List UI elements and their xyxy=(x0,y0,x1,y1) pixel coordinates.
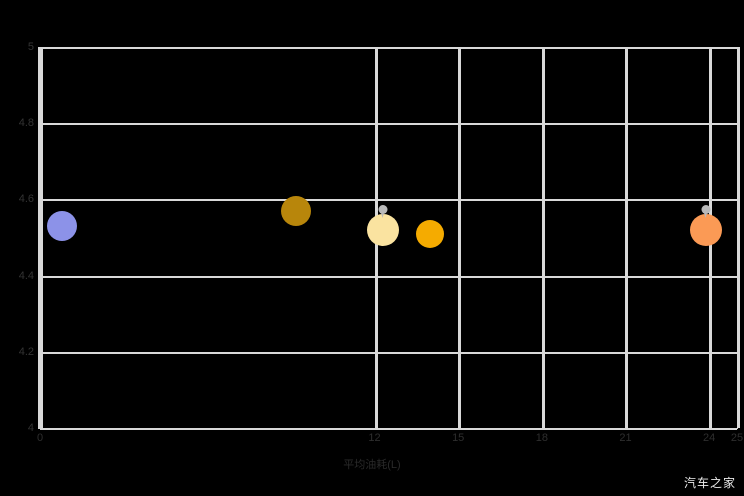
gridline-horizontal xyxy=(40,47,737,49)
x-axis-title: 平均油耗(L) xyxy=(343,459,401,471)
y-axis-line xyxy=(38,47,41,429)
plot-area xyxy=(40,47,740,430)
gridline-vertical xyxy=(40,47,43,428)
data-point-bubble[interactable] xyxy=(366,213,399,246)
x-axis-tick-label: 21 xyxy=(619,432,632,444)
gridline-horizontal xyxy=(40,352,737,354)
x-axis-tick-label: 18 xyxy=(535,432,548,444)
gridline-horizontal xyxy=(40,123,737,125)
gridline-horizontal xyxy=(40,276,737,278)
map-pin-icon xyxy=(378,204,388,218)
y-axis-tick-label: 4.8 xyxy=(18,117,34,130)
data-point-bubble[interactable] xyxy=(690,213,723,246)
x-axis-tick-label: 24 xyxy=(702,432,716,444)
x-axis-tick-label: 15 xyxy=(452,432,465,444)
x-axis-tick-label: 12 xyxy=(368,432,381,444)
x-axis-tick-label: 25 xyxy=(730,432,744,444)
data-point-bubble[interactable] xyxy=(416,219,445,248)
watermark-autohome: 汽车之家 xyxy=(683,476,736,490)
y-axis-tick-label: 4.2 xyxy=(18,345,34,358)
y-axis-tick-label: 5 xyxy=(27,41,34,53)
gridline-horizontal xyxy=(40,199,737,201)
gridline-vertical xyxy=(458,47,461,428)
gridline-vertical xyxy=(625,47,628,428)
y-axis-tick-label: 4 xyxy=(27,422,34,434)
data-point-bubble[interactable] xyxy=(47,211,78,242)
x-axis-tick-label: 0 xyxy=(36,432,44,444)
map-pin-icon xyxy=(701,204,711,218)
data-point-bubble[interactable] xyxy=(281,195,312,226)
gridline-vertical xyxy=(542,47,545,428)
y-axis-tick-label: 4.6 xyxy=(18,193,34,206)
gridline-vertical xyxy=(737,47,740,428)
y-axis-tick-label: 4.4 xyxy=(18,269,34,282)
gridline-horizontal xyxy=(40,428,737,430)
